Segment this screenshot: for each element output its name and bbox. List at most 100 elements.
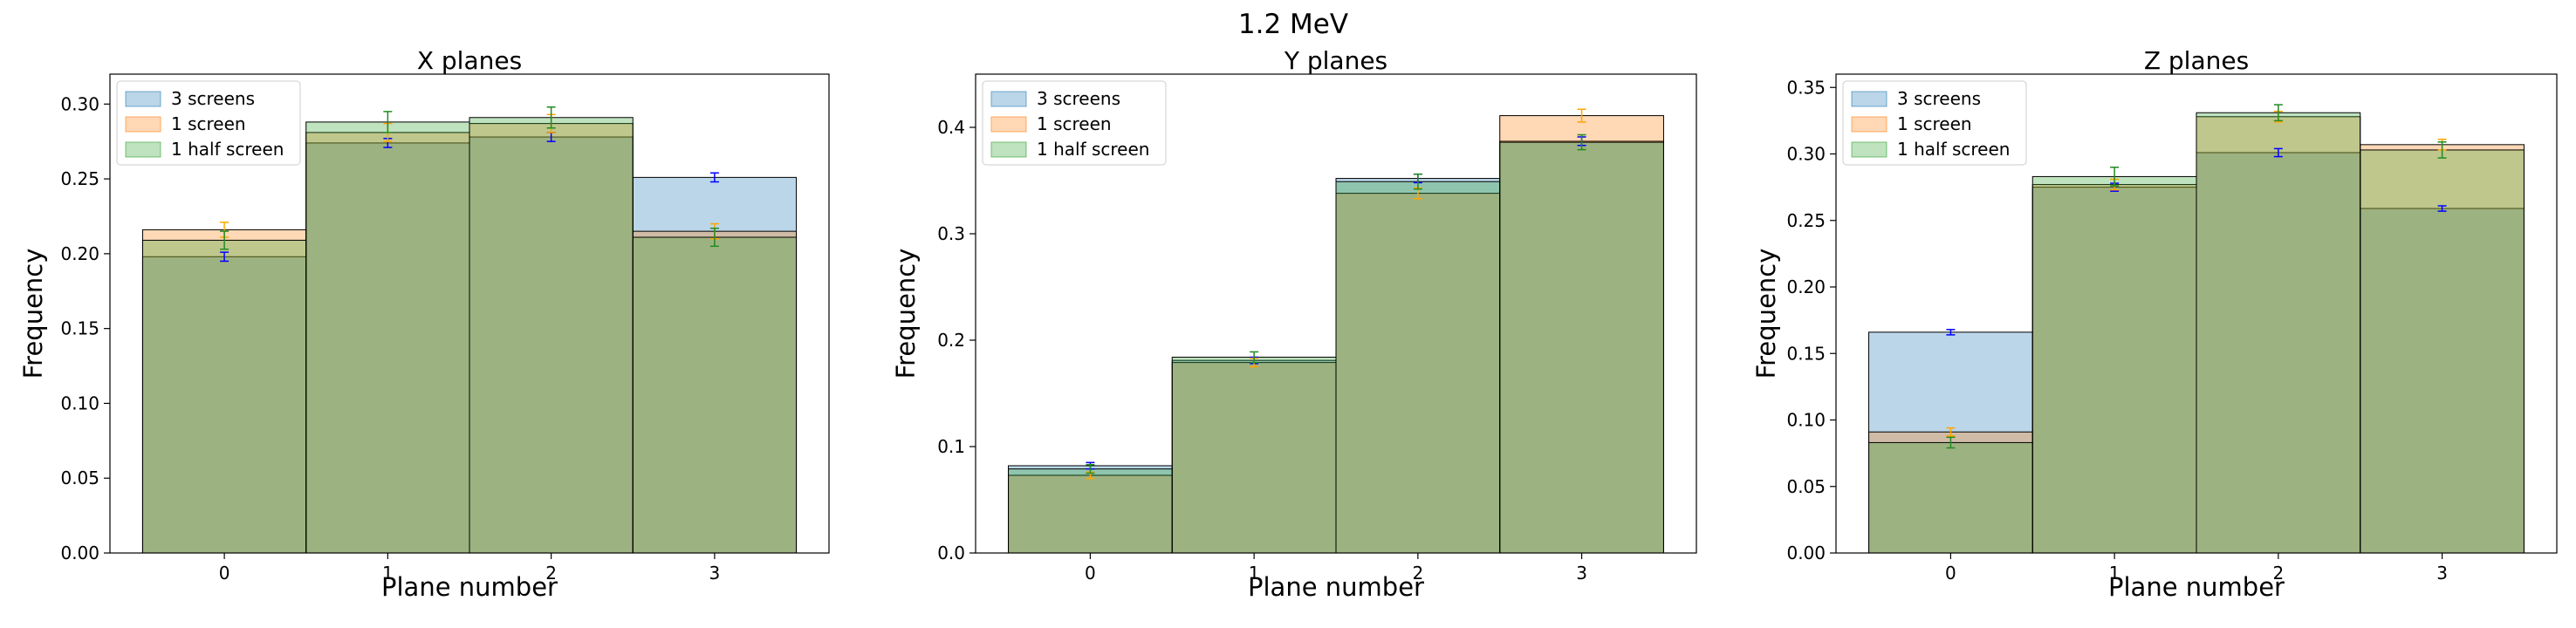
x-tick-label: 3 <box>709 563 721 584</box>
legend: 3 screens 1 screen 1 half screen <box>1842 80 2027 166</box>
x-tick-label: 3 <box>2436 563 2448 584</box>
legend-label: 1 half screen <box>1897 139 2010 160</box>
y-axis-label: Frequency <box>1751 249 1781 379</box>
y-tick-label: 0.10 <box>60 392 99 413</box>
y-tick-label: 0.05 <box>1786 476 1826 497</box>
y-tick-label: 0.00 <box>60 543 99 563</box>
y-tick-label: 0.15 <box>60 318 99 339</box>
bar-3-screens-0 <box>141 256 307 554</box>
errorbar-1-half-screen-3 <box>1577 133 1586 151</box>
bar-1-screen-2 <box>469 123 634 554</box>
bar-3-screens-1 <box>1171 359 1337 554</box>
x-tick-label: 2 <box>545 563 557 584</box>
chart-title: X planes <box>417 46 522 75</box>
legend-label: 3 screens <box>1897 88 1981 109</box>
bar-1-half-screen-0 <box>1868 441 2033 554</box>
y-tick-label: 0.20 <box>60 243 99 264</box>
legend-label: 1 screen <box>171 113 246 134</box>
y-tick-label: 0.30 <box>1786 144 1826 165</box>
x-tick-label: 0 <box>1085 563 1096 584</box>
bar-1-half-screen-2 <box>469 117 634 554</box>
x-tick-label: 2 <box>1412 563 1423 584</box>
legend-label: 3 screens <box>171 88 255 109</box>
y-tick-label: 0.20 <box>1786 276 1826 297</box>
legend-swatch <box>990 116 1027 133</box>
y-axis-label: Frequency <box>18 249 48 379</box>
bar-3-screens-2 <box>2196 152 2361 554</box>
x-tick-label: 0 <box>1945 563 1956 584</box>
x-axis-label: Plane number <box>381 572 558 602</box>
errorbar-1-half-screen-0 <box>1946 436 1956 449</box>
errorbar-1-half-screen-1 <box>383 111 393 133</box>
legend-box <box>982 80 1167 166</box>
bar-1-screen-3 <box>2360 144 2525 554</box>
y-tick-label: 0.35 <box>1786 77 1826 98</box>
legend-box <box>116 80 301 166</box>
y-axis-label: Frequency <box>891 249 921 379</box>
errorbar-1-half-screen-3 <box>709 227 719 248</box>
errorbar-1-half-screen-0 <box>220 230 230 250</box>
x-axis-label: Plane number <box>2108 572 2285 602</box>
chart-title: Z planes <box>2144 46 2249 75</box>
bar-1-half-screen-0 <box>1008 468 1173 554</box>
bar-1-screen-0 <box>141 229 307 554</box>
bar-3-screens-2 <box>1335 178 1501 554</box>
legend-label: 1 half screen <box>171 139 284 160</box>
legend-swatch <box>1851 141 1887 158</box>
errorbar-1-half-screen-3 <box>2437 141 2447 159</box>
errorbar-1-screen-3 <box>1577 108 1586 123</box>
bar-1-half-screen-1 <box>305 121 470 554</box>
x-tick-label: 0 <box>219 563 230 584</box>
y-tick-label: 0.00 <box>1786 543 1826 563</box>
bar-1-screen-2 <box>2196 116 2361 554</box>
bar-1-half-screen-2 <box>2196 112 2361 554</box>
bar-1-half-screen-3 <box>1499 141 1664 554</box>
axes-frame <box>975 73 1697 554</box>
bar-1-half-screen-0 <box>141 239 307 554</box>
bar-1-screen-1 <box>2031 184 2197 554</box>
y-tick-label: 0.4 <box>937 117 965 138</box>
errorbar-1-half-screen-1 <box>1250 351 1259 364</box>
bar-1-half-screen-3 <box>632 236 798 554</box>
legend-swatch <box>125 91 161 107</box>
x-tick-label: 2 <box>2272 563 2284 584</box>
y-tick-label: 0.30 <box>60 93 99 114</box>
legend-swatch <box>990 91 1027 107</box>
errorbar-3-screens-3 <box>2437 205 2447 212</box>
bar-1-screen-1 <box>1171 362 1337 554</box>
legend-label: 1 screen <box>1897 113 1972 134</box>
errorbar-1-half-screen-0 <box>1086 463 1095 474</box>
figure-title: 1.2 MeV <box>1238 9 1348 40</box>
errorbar-3-screens-0 <box>1946 329 1956 336</box>
chart-panel-1: 0.0 0.1 0.2 0.3 0.4 0 1 2 3 Y planes Plane number F… <box>891 46 1697 602</box>
legend-swatch <box>1851 91 1887 107</box>
bar-3-screens-3 <box>1499 140 1664 554</box>
y-tick-label: 0.10 <box>1786 410 1826 431</box>
y-tick-label: 0.0 <box>937 543 965 563</box>
axes-frame <box>109 73 830 554</box>
chart-panels: 0.000.050.100.150.200.250.300 1 2 3X planes… <box>18 46 2558 602</box>
y-tick-label: 0.2 <box>937 330 965 351</box>
y-tick-label: 0.3 <box>937 223 965 244</box>
legend-box <box>1842 80 2027 166</box>
legend-swatch <box>1851 116 1887 133</box>
legend-label: 3 screens <box>1037 88 1120 109</box>
bar-1-screen-3 <box>632 230 798 554</box>
errorbar-3-screens-0 <box>220 251 230 263</box>
x-tick-label: 3 <box>1576 563 1587 584</box>
errorbar-1-half-screen-2 <box>1413 173 1422 190</box>
x-tick-label: 1 <box>382 563 394 584</box>
x-tick-label: 1 <box>2109 563 2120 584</box>
chart-panel-0: 0.00 0.05 0.10 0.15 0.20 0.25 0.30 0 1 2 3 X planes… <box>18 46 830 602</box>
bar-1-screen-1 <box>305 132 470 554</box>
y-tick-label: 0.05 <box>60 468 99 488</box>
errorbar-1-screen-0 <box>1946 427 1956 437</box>
chart-title: Y planes <box>1284 46 1387 75</box>
errorbar-1-half-screen-2 <box>546 106 556 129</box>
bar-3-screens-1 <box>2031 187 2197 554</box>
bar-3-screens-0 <box>1008 465 1173 554</box>
bar-3-screens-3 <box>2360 208 2525 554</box>
errorbar-3-screens-2 <box>2273 147 2283 158</box>
bar-1-screen-0 <box>1008 474 1173 554</box>
